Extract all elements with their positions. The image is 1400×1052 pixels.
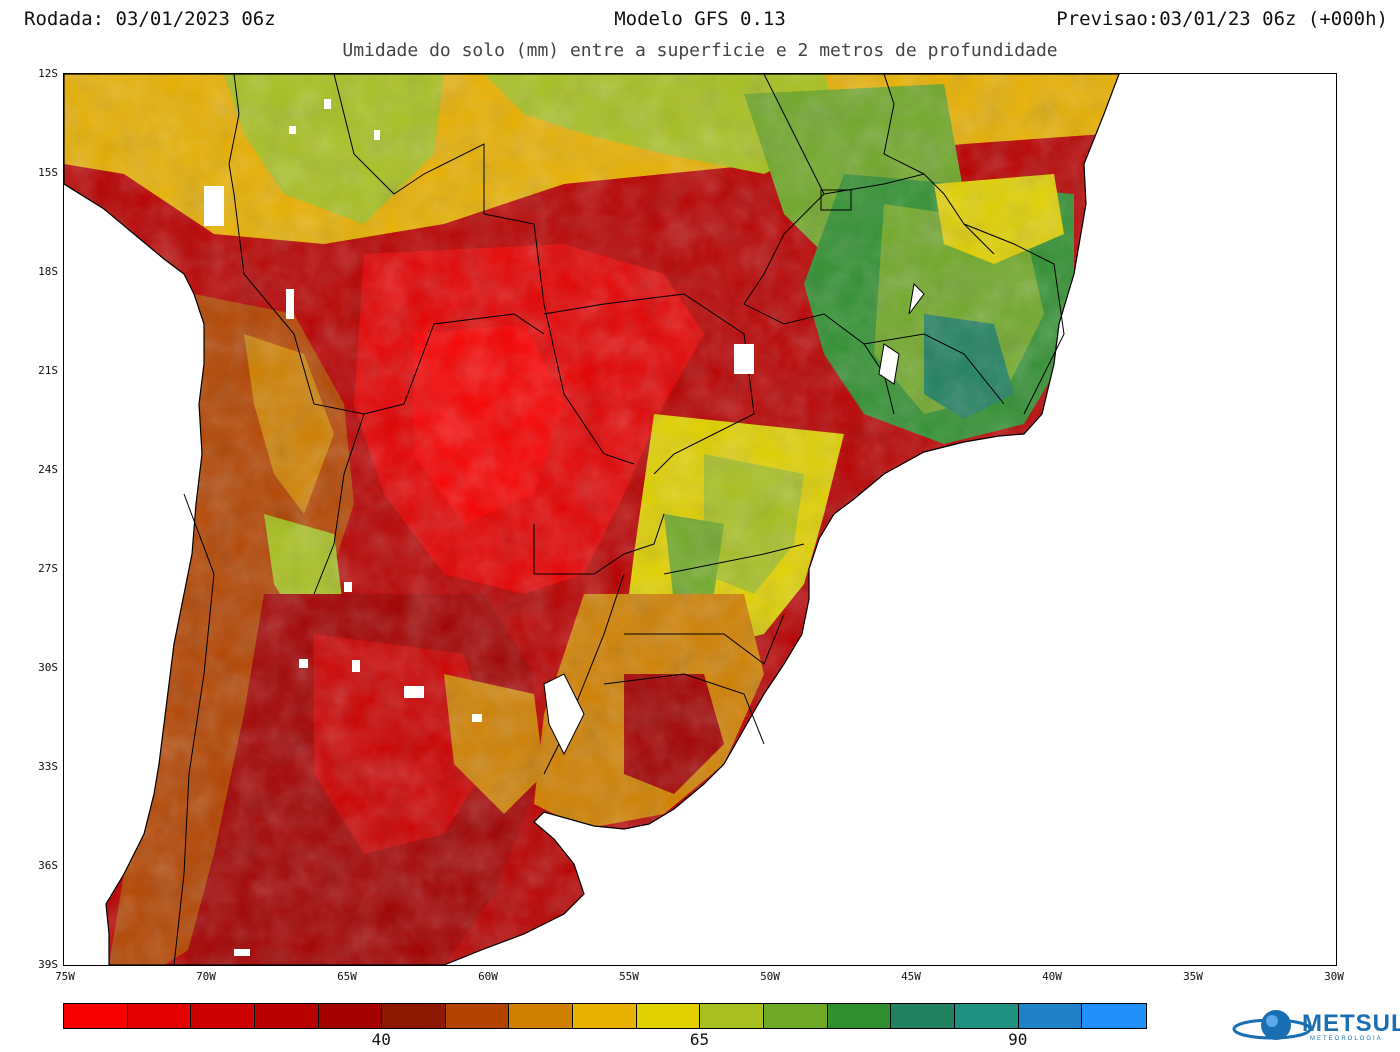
colorbar-cell: [764, 1004, 828, 1028]
lat-tick-label: 24S: [38, 463, 58, 476]
lat-tick-label: 30S: [38, 661, 58, 674]
logo-wordmark: METSUL: [1302, 1010, 1400, 1037]
map-subtitle: Umidade do solo (mm) entre a superficie …: [342, 40, 1058, 61]
colorbar-cell: [954, 1004, 1019, 1028]
country-borders: [173, 74, 1065, 965]
lon-tick-label: 45W: [901, 970, 921, 983]
metsul-logo: [1232, 1010, 1312, 1040]
colorbar-label: 65: [689, 1030, 710, 1049]
lon-tick-label: 70W: [196, 970, 216, 983]
lon-tick-label: 60W: [478, 970, 498, 983]
lat-tick-label: 39S: [38, 958, 58, 971]
colorbar-cell: [891, 1004, 955, 1028]
colorbar-label: 40: [371, 1030, 391, 1049]
soil-moisture-map: [63, 73, 1337, 966]
colorbar-cell: [636, 1004, 701, 1028]
lon-tick-label: 35W: [1183, 970, 1203, 983]
colorbar-cell: [445, 1004, 510, 1028]
colorbar-cell: [1018, 1004, 1083, 1028]
lat-tick-label: 36S: [38, 859, 58, 872]
colorbar-cell: [827, 1004, 892, 1028]
colorbar-cell: [191, 1004, 255, 1028]
lat-tick-label: 33S: [38, 760, 58, 773]
colorbar: [63, 1003, 1147, 1029]
colorbar-label: 90: [1008, 1030, 1028, 1049]
map-canvas: [64, 74, 1120, 965]
colorbar-cell: [509, 1004, 574, 1028]
lat-tick-label: 21S: [38, 364, 58, 377]
run-time-label: Rodada: 03/01/2023 06z: [24, 8, 276, 30]
lat-tick-label: 27S: [38, 562, 58, 575]
lat-tick-label: 18S: [38, 265, 58, 278]
logo-tagline: METEOROLOGIA: [1310, 1036, 1383, 1042]
lon-tick-label: 55W: [619, 970, 639, 983]
lat-tick-label: 15S: [38, 166, 58, 179]
lon-tick-label: 65W: [337, 970, 357, 983]
lon-tick-label: 30W: [1324, 970, 1344, 983]
forecast-time-label: Previsao:03/01/23 06z (+000h): [1056, 8, 1388, 30]
colorbar-cell: [318, 1004, 383, 1028]
colorbar-cell: [573, 1004, 637, 1028]
lon-tick-label: 75W: [55, 970, 75, 983]
lon-tick-label: 50W: [760, 970, 780, 983]
lon-tick-label: 40W: [1042, 970, 1062, 983]
model-name-label: Modelo GFS 0.13: [614, 8, 786, 30]
colorbar-cell: [1082, 1004, 1146, 1028]
colorbar-cell: [382, 1004, 446, 1028]
lakes: [543, 189, 925, 756]
colorbar-cell: [64, 1004, 128, 1028]
colorbar-cell: [127, 1004, 192, 1028]
lat-tick-label: 12S: [38, 67, 58, 80]
colorbar-cell: [254, 1004, 319, 1028]
missing-data-spots: [204, 99, 754, 956]
colorbar-cell: [700, 1004, 765, 1028]
